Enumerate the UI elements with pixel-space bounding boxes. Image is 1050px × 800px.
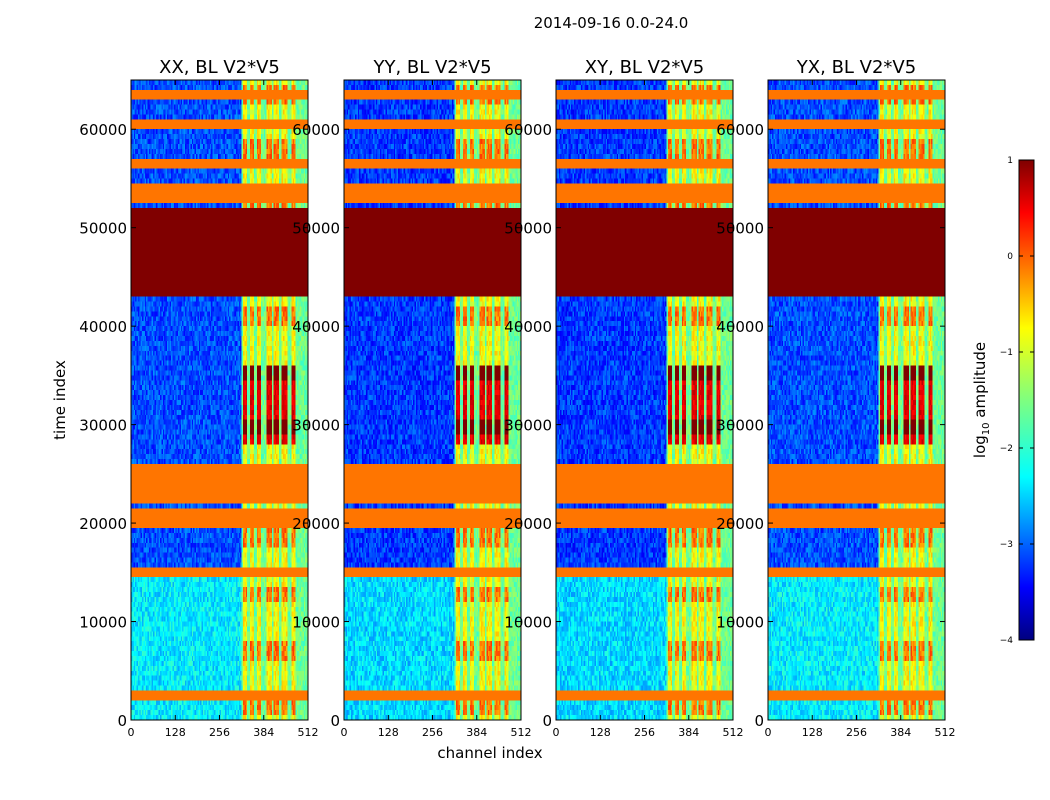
colorbar-label-prefix: log xyxy=(971,435,989,458)
colorbar-gradient xyxy=(1018,159,1035,641)
y-tick-label: 60000 xyxy=(716,121,764,139)
x-tick-label: 512 xyxy=(935,726,956,739)
panel-title: YY, BL V2*V5 xyxy=(372,57,491,78)
x-tick-label: 512 xyxy=(723,726,744,739)
y-tick-label: 40000 xyxy=(504,318,552,336)
colorbar-tick-label: 1 xyxy=(1007,156,1013,166)
colorbar-tick-label: −2 xyxy=(1000,444,1013,454)
y-tick-label: 10000 xyxy=(504,614,552,632)
y-tick-label: 0 xyxy=(542,712,552,730)
colorbar-label: log10 amplitude xyxy=(971,342,992,458)
x-tick-label: 128 xyxy=(378,726,399,739)
y-tick-label: 50000 xyxy=(716,220,764,238)
x-tick-label: 256 xyxy=(422,726,443,739)
x-tick-label: 128 xyxy=(165,726,186,739)
x-tick-label: 512 xyxy=(511,726,532,739)
colorbar-label-sub: 10 xyxy=(981,422,992,435)
y-tick-label: 10000 xyxy=(716,614,764,632)
y-tick-label: 20000 xyxy=(504,515,552,533)
x-tick-label: 128 xyxy=(802,726,823,739)
panel-1: XX, BL V2*V5 0 128 256 384 512 0 10000 20000 3000… xyxy=(79,57,318,739)
y-axis-label: time index xyxy=(51,360,69,440)
heatmap-image xyxy=(344,80,521,720)
y-tick-label: 20000 xyxy=(716,515,764,533)
colorbar-tick-label: −4 xyxy=(1000,636,1014,646)
y-tick-label: 40000 xyxy=(716,318,764,336)
y-tick-label: 30000 xyxy=(292,417,340,435)
y-tick-label: 10000 xyxy=(79,614,127,632)
panel-2: YY, BL V2*V5 0 128 256 384 512 0 10000 20000 3000… xyxy=(292,57,531,739)
panels-group: XX, BL V2*V5 0 128 256 384 512 0 10000 20000 3000… xyxy=(79,57,955,739)
x-tick-label: 384 xyxy=(890,726,911,739)
heatmap-image xyxy=(768,80,945,720)
x-tick-label: 0 xyxy=(128,726,135,739)
x-tick-label: 0 xyxy=(765,726,772,739)
panel-3: XY, BL V2*V5 0 128 256 384 512 0 10000 20000 3000… xyxy=(504,57,743,739)
x-tick-label: 0 xyxy=(553,726,560,739)
colorbar-tick-label: 0 xyxy=(1007,252,1013,262)
x-tick-label: 128 xyxy=(590,726,611,739)
y-tick-label: 0 xyxy=(330,712,340,730)
y-tick-label: 20000 xyxy=(79,515,127,533)
heatmap-image xyxy=(131,80,308,720)
y-tick-label: 30000 xyxy=(79,417,127,435)
y-tick-label: 40000 xyxy=(292,318,340,336)
colorbar: 10−1−2−3−4 log10 amplitude xyxy=(971,156,1035,646)
y-tick-label: 0 xyxy=(117,712,127,730)
y-tick-label: 30000 xyxy=(504,417,552,435)
y-tick-label: 60000 xyxy=(504,121,552,139)
colorbar-tick-label: −3 xyxy=(1000,540,1013,550)
x-tick-label: 256 xyxy=(634,726,655,739)
heatmap-image xyxy=(556,80,733,720)
colorbar-label-suffix: amplitude xyxy=(971,342,989,423)
panel-title: XY, BL V2*V5 xyxy=(585,57,704,78)
colorbar-tick-label: −1 xyxy=(1000,348,1013,358)
y-tick-label: 60000 xyxy=(292,121,340,139)
x-axis-label: channel index xyxy=(437,744,542,762)
y-tick-label: 30000 xyxy=(716,417,764,435)
y-tick-label: 10000 xyxy=(292,614,340,632)
panel-title: XX, BL V2*V5 xyxy=(159,57,280,78)
x-tick-label: 0 xyxy=(341,726,348,739)
y-tick-label: 60000 xyxy=(79,121,127,139)
y-tick-label: 50000 xyxy=(79,220,127,238)
y-tick-label: 20000 xyxy=(292,515,340,533)
x-tick-label: 384 xyxy=(678,726,699,739)
figure-title: 2014-09-16 0.0-24.0 xyxy=(534,14,689,32)
panel-title: YX, BL V2*V5 xyxy=(796,57,916,78)
y-tick-label: 0 xyxy=(754,712,764,730)
x-tick-label: 384 xyxy=(253,726,274,739)
y-tick-label: 40000 xyxy=(79,318,127,336)
x-tick-label: 256 xyxy=(209,726,230,739)
x-tick-label: 384 xyxy=(466,726,487,739)
colorbar-ticks: 1 0 −1 −2 −3 −4 xyxy=(1000,156,1034,646)
x-tick-label: 256 xyxy=(846,726,867,739)
y-tick-label: 50000 xyxy=(504,220,552,238)
x-tick-label: 512 xyxy=(298,726,319,739)
y-tick-label: 50000 xyxy=(292,220,340,238)
panel-4: YX, BL V2*V5 0 128 256 384 512 0 10000 20000 3000… xyxy=(716,57,955,739)
